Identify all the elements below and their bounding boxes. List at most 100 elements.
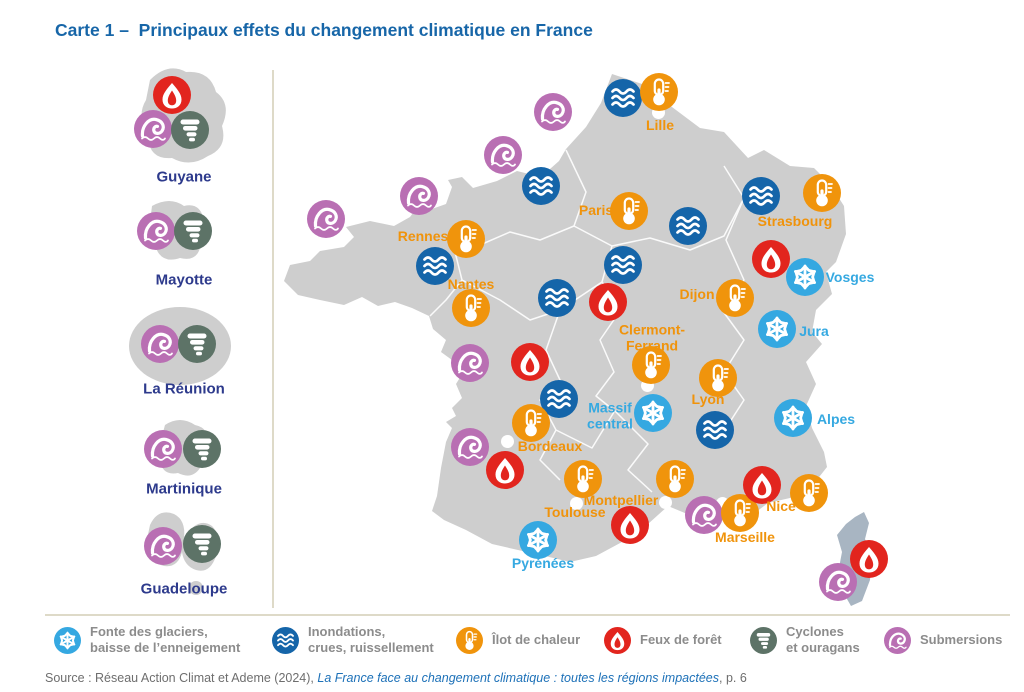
legend-label-feux-de-foret: Feux de forêt — [640, 631, 722, 647]
city-dot — [500, 434, 514, 448]
mountain-label-jura: Jura — [799, 323, 829, 340]
city-label-rennes: Rennes — [397, 228, 449, 245]
inondations-icon — [538, 279, 576, 317]
cyclones-ouragans-icon — [183, 525, 221, 563]
feux-de-foret-icon — [743, 466, 781, 504]
inondations-icon — [669, 207, 707, 245]
page-title: Carte 1 – Principaux effets du changemen… — [55, 20, 593, 40]
city-dot — [658, 495, 672, 509]
inondations-icon — [604, 246, 642, 284]
submersions-icon — [141, 325, 179, 363]
ilot-de-chaleur-icon — [447, 220, 485, 258]
city-label-montpellier: Montpellier — [583, 492, 659, 509]
fonte-des-glaciers-icon — [774, 399, 812, 437]
submersions-icon — [819, 563, 857, 601]
ilot-de-chaleur-icon — [512, 404, 550, 442]
city-label-dijon: Dijon — [679, 286, 715, 303]
island-guadeloupe-islet — [189, 581, 203, 595]
city-dot — [569, 496, 583, 510]
ilot-de-chaleur-icon — [699, 359, 737, 397]
fonte-des-glaciers-icon — [54, 626, 81, 654]
fonte-des-glaciers-icon — [634, 394, 672, 432]
feux-de-foret-icon — [850, 540, 888, 578]
ilot-de-chaleur-icon — [452, 289, 490, 327]
cyclones-ouragans-icon — [183, 430, 221, 468]
feux-de-foret-icon — [604, 626, 631, 654]
submersions-icon — [484, 136, 522, 174]
submersions-icon — [685, 496, 723, 534]
city-label-nantes: Nantes — [447, 276, 495, 293]
city-label-paris: Paris — [578, 202, 614, 219]
ilot-de-chaleur-icon — [564, 460, 602, 498]
feux-de-foret-icon — [752, 240, 790, 278]
source-line: Source : Réseau Action Climat et Ademe (… — [45, 671, 747, 685]
fonte-des-glaciers-icon — [758, 310, 796, 348]
city-label-nice: Nice — [766, 498, 796, 515]
source-suffix: , p. 6 — [719, 671, 747, 685]
legend-item-submersions: Submersions — [884, 622, 1002, 658]
feux-de-foret-icon — [589, 283, 627, 321]
submersions-icon — [144, 527, 182, 565]
feux-de-foret-icon — [486, 451, 524, 489]
mountain-label-alpes: Alpes — [816, 411, 856, 428]
city-label-clermont-ferrand: Clermont- Ferrand — [618, 321, 686, 353]
inondations-icon — [522, 167, 560, 205]
legend-label-fonte-des-glaciers: Fonte des glaciers, baisse de l’enneigem… — [90, 623, 241, 655]
territory-label-martinique: Martinique — [146, 480, 222, 498]
inondations-icon — [696, 411, 734, 449]
ilot-de-chaleur-icon — [640, 73, 678, 111]
submersions-icon — [307, 200, 345, 238]
inondations-icon — [272, 626, 299, 654]
fonte-des-glaciers-icon — [786, 258, 824, 296]
feux-de-foret-icon — [511, 343, 549, 381]
mountain-label-vosges: Vosges — [825, 269, 875, 286]
territory-label-la-reunion: La Réunion — [143, 380, 225, 398]
territory-label-guadeloupe: Guadeloupe — [140, 580, 228, 598]
city-label-marseille: Marseille — [715, 529, 775, 546]
city-label-bordeaux: Bordeaux — [517, 438, 583, 455]
submersions-icon — [451, 428, 489, 466]
ilot-de-chaleur-icon — [716, 279, 754, 317]
ilot-de-chaleur-icon — [803, 174, 841, 212]
feux-de-foret-icon — [611, 506, 649, 544]
inondations-icon — [742, 177, 780, 215]
legend-item-fonte-des-glaciers: Fonte des glaciers, baisse de l’enneigem… — [54, 622, 240, 658]
legend-label-submersions: Submersions — [920, 631, 1003, 647]
territory-label-mayotte: Mayotte — [155, 271, 213, 289]
submersions-icon — [534, 93, 572, 131]
submersions-icon — [451, 344, 489, 382]
inondations-icon — [416, 247, 454, 285]
territory-label-guyane: Guyane — [156, 168, 212, 186]
source-prefix: Source : Réseau Action Climat et Ademe (… — [45, 671, 318, 685]
city-label-toulouse: Toulouse — [544, 504, 606, 521]
ilot-de-chaleur-icon — [656, 460, 694, 498]
feux-de-foret-icon — [153, 76, 191, 114]
legend-item-ilot-de-chaleur: Îlot de chaleur — [456, 622, 580, 658]
city-label-lyon: Lyon — [691, 391, 725, 408]
legend-item-cyclones-ouragans: Cyclones et ouragans — [750, 622, 860, 658]
submersions-icon — [134, 110, 172, 148]
cyclones-ouragans-icon — [174, 212, 212, 250]
legend-label-inondations: Inondations, crues, ruissellement — [308, 623, 434, 655]
submersions-icon — [144, 430, 182, 468]
submersions-icon — [400, 177, 438, 215]
cyclones-ouragans-icon — [171, 111, 209, 149]
legend-item-inondations: Inondations, crues, ruissellement — [272, 622, 434, 658]
city-label-lille: Lille — [645, 117, 675, 134]
cyclones-ouragans-icon — [178, 325, 216, 363]
fonte-des-glaciers-icon — [519, 521, 557, 559]
sidebar-map-divider — [272, 70, 274, 608]
legend-label-cyclones-ouragans: Cyclones et ouragans — [786, 623, 860, 655]
legend-label-ilot-de-chaleur: Îlot de chaleur — [492, 631, 581, 647]
mountain-label-pyrenees: Pyrénées — [511, 555, 575, 572]
mountain-label-massif-central: Massif central — [587, 399, 633, 431]
inondations-icon — [604, 79, 642, 117]
city-label-strasbourg: Strasbourg — [757, 213, 833, 230]
submersions-icon — [137, 212, 175, 250]
source-title: La France face au changement climatique … — [317, 671, 719, 685]
ilot-de-chaleur-icon — [610, 192, 648, 230]
cyclones-ouragans-icon — [750, 626, 777, 654]
ilot-de-chaleur-icon — [632, 346, 670, 384]
legend-item-feux-de-foret: Feux de forêt — [604, 622, 722, 658]
